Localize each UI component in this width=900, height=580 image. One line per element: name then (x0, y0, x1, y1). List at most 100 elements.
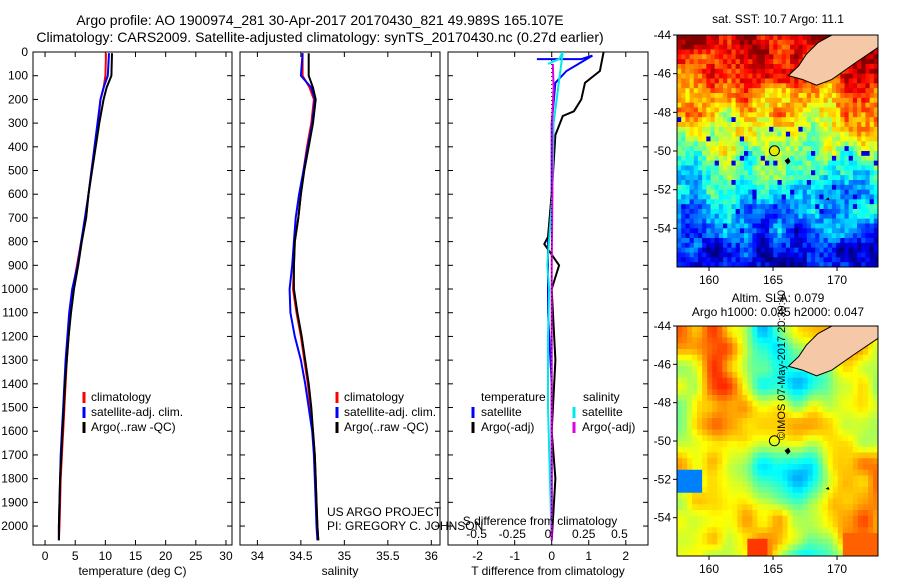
sst-map-cell (811, 126, 816, 133)
sst-map-cell (697, 165, 703, 171)
sst-map-cell (744, 155, 749, 162)
sla-map-cell (857, 360, 864, 367)
sst-map-cell (697, 223, 703, 229)
sst-map-cell (831, 122, 837, 128)
sst-map-cell (819, 184, 825, 191)
temperature-xtick-label: 20 (159, 549, 173, 563)
sst-map-cell (769, 184, 774, 191)
sst-map-cell (790, 126, 795, 133)
sst-map-cell (811, 252, 816, 258)
sst-map-cell (773, 73, 779, 80)
sla-map-cell (812, 458, 819, 465)
sla-map-cell (742, 446, 748, 454)
sst-map-cell (714, 228, 720, 234)
sla-map-cell (802, 521, 809, 528)
sla-map-cell (697, 383, 703, 390)
sla-map-cell (697, 360, 703, 367)
sst-map-cell (756, 78, 762, 84)
sst-map-cell (840, 141, 846, 147)
sst-map-cell (735, 155, 741, 162)
sla-map-cell (827, 372, 834, 379)
sst-map-cell (794, 165, 800, 171)
sst-map-cell (697, 233, 703, 239)
sst-map-cell (865, 83, 871, 89)
sst-map-cell (702, 126, 707, 133)
sla-map-cell (707, 326, 713, 333)
sst-map-cell (727, 165, 733, 171)
sla-map-cell (777, 418, 784, 425)
sst-map-cell (697, 204, 703, 210)
sst-map-cell (760, 194, 766, 200)
sla-map-cell (702, 498, 708, 505)
sst-map-cell (697, 112, 703, 118)
sst-map-cell (827, 233, 833, 239)
sst-map-cell (752, 146, 758, 152)
sla-map-cell (782, 418, 789, 425)
sla-map-cell (767, 372, 774, 379)
sla-map-cell (692, 418, 698, 425)
sst-map-cell (764, 223, 770, 229)
sla-map-cell (837, 435, 844, 442)
sst-map-cell (710, 151, 716, 157)
sst-map-cell (794, 160, 800, 167)
sla-map-cell (727, 435, 733, 442)
sst-map-cell (815, 35, 820, 41)
sla-map-cell (862, 429, 869, 436)
sst-map-cell (861, 88, 867, 94)
sst-map-ytick-label: -50 (654, 144, 672, 158)
sst-map-cell (727, 194, 733, 200)
sst-map-cell (697, 175, 703, 181)
sla-map-cell (677, 349, 683, 356)
sla-map-cell (827, 544, 834, 551)
sst-map-cell (693, 141, 699, 147)
sst-map-cell (693, 97, 699, 104)
sst-map-cell (744, 112, 749, 118)
sst-map-cell (727, 199, 733, 205)
sst-map-cell (764, 126, 770, 133)
sla-map-cell (822, 395, 829, 402)
sla-map-cell (747, 481, 753, 488)
sla-map-cell (722, 458, 728, 465)
depth-tick-label: 1600 (1, 424, 28, 438)
sla-map-cell (752, 550, 759, 556)
sst-map-cell (773, 141, 779, 147)
sla-map-cell (862, 418, 869, 425)
sst-map-cell (735, 107, 741, 113)
sla-map-cell (837, 441, 844, 448)
sla-map-cell (722, 383, 728, 390)
sla-map-cell (867, 400, 874, 408)
sst-map-cell (702, 252, 707, 258)
sst-map-cell (752, 199, 758, 205)
sst-map-cell (685, 199, 691, 205)
sst-map-cell (697, 160, 703, 167)
sst-map-cell (769, 54, 774, 60)
sst-map-cell (819, 112, 825, 118)
sst-map-cell (827, 238, 833, 244)
sla-map-cell (747, 469, 753, 477)
sla-map-cell (762, 446, 769, 454)
sst-map-cell (697, 59, 703, 65)
sst-map-cell (748, 126, 753, 133)
sst-map-cell (861, 131, 867, 138)
sst-map-cell (811, 257, 816, 263)
sst-map-cell (777, 242, 783, 249)
sla-map-cell (832, 429, 839, 436)
sst-map-cell (689, 180, 695, 186)
sst-map-cell (764, 88, 770, 94)
sst-map-cell (744, 102, 749, 109)
sla-map-cell (802, 510, 809, 517)
depth-tick-label: 100 (8, 69, 28, 83)
sla-map-cell (787, 360, 794, 367)
sla-map-cell (697, 487, 703, 494)
sst-map-cell (710, 107, 716, 113)
sst-map-cell (844, 141, 850, 147)
sst-map-cell (731, 228, 737, 234)
sla-map-cell (802, 337, 809, 344)
sla-map-cell (707, 487, 713, 494)
sla-map-cell (692, 354, 698, 362)
sst-map-cell (865, 175, 871, 181)
sla-map-cell (727, 538, 733, 546)
sst-map-cell (689, 97, 695, 104)
sst-map-cell (752, 126, 758, 133)
sst-map-cell (706, 83, 712, 89)
